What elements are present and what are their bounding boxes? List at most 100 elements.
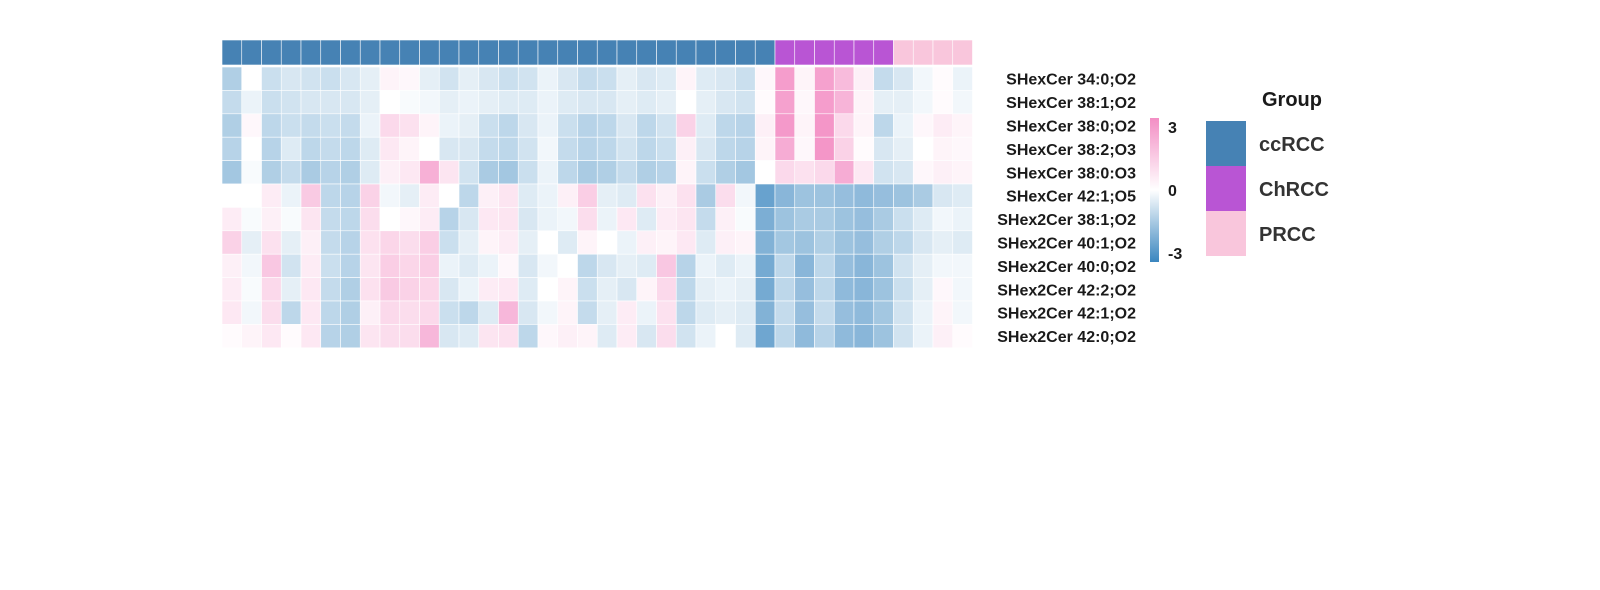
- heatmap-cell: [241, 300, 262, 325]
- heatmap-cell: [735, 277, 756, 302]
- heatmap-cell: [596, 230, 618, 255]
- heatmap-cell: [280, 90, 302, 115]
- heatmap-cell: [320, 300, 341, 325]
- heatmap-cell: [616, 90, 638, 115]
- heatmap-cell: [577, 324, 598, 349]
- heatmap-cell: [656, 113, 677, 138]
- heatmap-cell: [478, 324, 499, 349]
- heatmap-cell: [932, 90, 954, 115]
- heatmap-cell: [379, 207, 401, 232]
- annotation-cell-prcc: [952, 39, 973, 66]
- heatmap-cell: [833, 230, 855, 255]
- heatmap-cell: [695, 136, 717, 161]
- heatmap-cell: [616, 277, 638, 302]
- color-scale-tick-min: -3: [1168, 246, 1182, 263]
- heatmap-cell: [280, 113, 302, 138]
- heatmap-cell: [715, 160, 736, 185]
- heatmap-cell: [952, 253, 973, 278]
- heatmap-cell: [537, 113, 559, 138]
- heatmap-cell: [636, 300, 657, 325]
- heatmap-cell: [517, 136, 539, 161]
- heatmap-cell: [577, 90, 598, 115]
- heatmap-cell: [814, 183, 835, 208]
- heatmap-cell: [399, 113, 420, 138]
- heatmap-cell: [932, 253, 954, 278]
- heatmap-cell: [498, 160, 519, 185]
- heatmap-cell: [517, 324, 539, 349]
- heatmap-cell: [794, 253, 815, 278]
- heatmap-cell: [280, 66, 302, 91]
- heatmap-cell: [853, 277, 875, 302]
- annotation-cell-ccrcc: [458, 39, 480, 66]
- heatmap-cell: [735, 160, 756, 185]
- heatmap-cell: [221, 230, 243, 255]
- group-legend: Group ccRCC ChRCC PRCC: [1206, 89, 1329, 256]
- heatmap-cell: [458, 183, 480, 208]
- heatmap-cell: [478, 183, 499, 208]
- heatmap-cell: [320, 66, 341, 91]
- color-scale-tick-max: 3: [1168, 120, 1177, 137]
- heatmap-cell: [656, 207, 677, 232]
- heatmap-cell: [399, 160, 420, 185]
- heatmap-cell: [261, 324, 282, 349]
- heatmap-cell: [853, 183, 875, 208]
- heatmap-cell: [715, 207, 736, 232]
- heatmap-cell: [675, 136, 697, 161]
- heatmap-cell: [873, 90, 894, 115]
- heatmap-cell: [754, 160, 776, 185]
- heatmap-cell: [221, 277, 243, 302]
- heatmap-cell: [833, 90, 855, 115]
- heatmap-cell: [675, 277, 697, 302]
- heatmap-cell: [596, 183, 618, 208]
- heatmap-cell: [853, 230, 875, 255]
- heatmap-cell: [596, 160, 618, 185]
- row-label: SHex2Cer 42:0;O2: [997, 329, 1136, 346]
- heatmap-cell: [695, 300, 717, 325]
- heatmap-cell: [932, 207, 954, 232]
- heatmap-cell: [715, 253, 736, 278]
- heatmap-cell: [695, 183, 717, 208]
- heatmap-cell: [478, 66, 499, 91]
- heatmap-cell: [537, 253, 559, 278]
- heatmap-cell: [616, 183, 638, 208]
- heatmap-cell: [379, 66, 401, 91]
- row-label: SHex2Cer 42:1;O2: [997, 306, 1136, 323]
- heatmap-cell: [379, 324, 401, 349]
- heatmap-cell: [340, 90, 361, 115]
- heatmap-cell: [695, 324, 717, 349]
- heatmap-cell: [833, 160, 855, 185]
- annotation-cell-ccrcc: [596, 39, 618, 66]
- heatmap-cell: [458, 90, 480, 115]
- heatmap-cell: [340, 230, 361, 255]
- heatmap-cell: [656, 300, 677, 325]
- heatmap-cell: [537, 277, 559, 302]
- heatmap-cell: [636, 136, 657, 161]
- heatmap-cell: [458, 207, 480, 232]
- heatmap-cell: [320, 113, 341, 138]
- heatmap-cell: [636, 277, 657, 302]
- heatmap-cell: [754, 300, 776, 325]
- heatmap-cell: [379, 136, 401, 161]
- heatmap-cell: [478, 230, 499, 255]
- heatmap-cell: [814, 230, 835, 255]
- heatmap-cell: [577, 253, 598, 278]
- heatmap-cell: [557, 300, 578, 325]
- annotation-cell-ccrcc: [221, 39, 243, 66]
- row-label: SHexCer 42:1;O5: [1006, 189, 1136, 206]
- heatmap-cell: [774, 113, 796, 138]
- heatmap-cell: [379, 90, 401, 115]
- heatmap-cell: [656, 160, 677, 185]
- annotation-cell-chrcc: [833, 39, 855, 66]
- heatmap-cell: [300, 113, 322, 138]
- heatmap-cell: [656, 183, 677, 208]
- heatmap-cell: [537, 66, 559, 91]
- heatmap-cell: [814, 66, 835, 91]
- heatmap-cell: [814, 324, 835, 349]
- heatmap-cell: [557, 113, 578, 138]
- heatmap-cell: [952, 136, 973, 161]
- heatmap-cell: [754, 277, 776, 302]
- heatmap-cell: [498, 136, 519, 161]
- heatmap-cell: [478, 160, 499, 185]
- heatmap-cell: [379, 253, 401, 278]
- heatmap-cell: [636, 324, 657, 349]
